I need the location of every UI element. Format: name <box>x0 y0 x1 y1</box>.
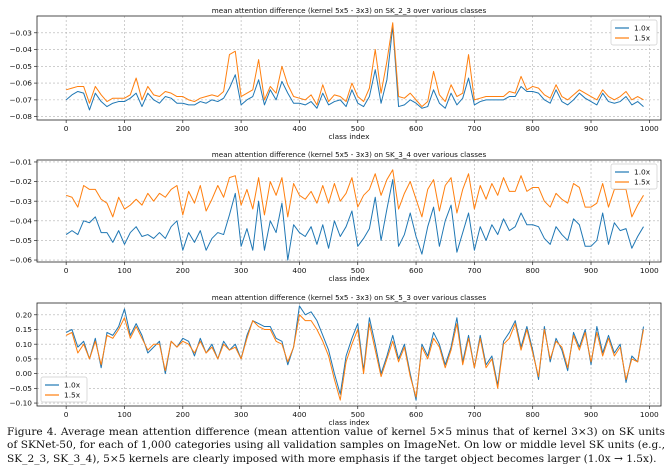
series-line-1.0x <box>65 305 644 401</box>
y-tick-label: −0.05 <box>9 384 32 393</box>
x-tick-label: 300 <box>234 410 248 419</box>
x-tick-label: 900 <box>584 266 598 275</box>
x-tick-label: 400 <box>292 266 306 275</box>
legend-entry-1.0x: 1.0x <box>634 24 651 33</box>
x-tick-label: 700 <box>467 410 481 419</box>
series-line-1.0x <box>65 25 644 111</box>
x-tick-label: 200 <box>176 266 190 275</box>
y-tick-label: 0.10 <box>16 340 33 349</box>
x-tick-label: 0 <box>64 266 69 275</box>
x-tick-label: 400 <box>292 124 306 133</box>
series-line-1.5x <box>66 169 644 218</box>
x-tick-label: 600 <box>409 410 423 419</box>
y-tick-label: −0.05 <box>9 62 32 71</box>
y-tick-label: −0.03 <box>9 28 32 37</box>
y-tick-label: 0.20 <box>16 310 33 319</box>
y-tick-label: 0.05 <box>16 355 33 364</box>
x-tick-label: 300 <box>234 266 248 275</box>
y-tick-label: −0.04 <box>9 216 32 225</box>
y-tick-label: −0.05 <box>9 236 32 245</box>
y-tick-label: −0.01 <box>9 158 32 167</box>
x-tick-label: 800 <box>526 410 540 419</box>
legend-entry-1.5x: 1.5x <box>634 34 651 43</box>
y-tick-label: 0.00 <box>16 369 33 378</box>
x-tick-label: 1000 <box>640 266 659 275</box>
legend-entry-1.5x: 1.5x <box>634 178 651 187</box>
panel-title: mean attention difference (kernel 5x5 - … <box>212 293 487 302</box>
x-tick-label: 800 <box>526 124 540 133</box>
y-tick-label: −0.02 <box>9 177 32 186</box>
x-tick-label: 400 <box>292 410 306 419</box>
x-axis-label: class index <box>329 418 371 425</box>
x-tick-label: 500 <box>351 410 365 419</box>
x-axis-label: class index <box>329 132 371 141</box>
x-tick-label: 600 <box>409 266 423 275</box>
legend: 1.0x1.5x <box>40 376 88 403</box>
x-tick-label: 100 <box>117 266 131 275</box>
legend: 1.0x1.5x <box>610 19 658 46</box>
x-tick-label: 900 <box>584 124 598 133</box>
legend-entry-1.0x: 1.0x <box>634 168 651 177</box>
plot-frame <box>36 159 662 263</box>
y-tick-label: −0.06 <box>9 256 32 265</box>
panel-3: mean attention difference (kernel 5x5 - … <box>9 293 662 425</box>
y-tick-label: −0.10 <box>9 399 32 408</box>
y-tick-label: −0.08 <box>9 112 32 121</box>
x-tick-label: 100 <box>117 124 131 133</box>
figure-caption: Figure 4. Average mean attention differe… <box>7 426 665 465</box>
x-tick-label: 700 <box>467 124 481 133</box>
x-tick-label: 1000 <box>640 410 659 419</box>
x-tick-label: 500 <box>351 124 365 133</box>
y-tick-label: 0.15 <box>16 325 33 334</box>
x-tick-label: 0 <box>64 124 69 133</box>
x-tick-label: 0 <box>64 410 69 419</box>
panel-1: mean attention difference (kernel 5x5 - … <box>9 6 662 141</box>
y-tick-label: −0.06 <box>9 79 32 88</box>
x-tick-label: 600 <box>409 124 423 133</box>
x-tick-label: 300 <box>234 124 248 133</box>
legend-box <box>610 163 658 190</box>
y-tick-label: −0.04 <box>9 45 32 54</box>
legend-box <box>40 376 88 403</box>
x-tick-label: 200 <box>176 410 190 419</box>
legend: 1.0x1.5x <box>610 163 658 190</box>
series-line-1.5x <box>65 314 644 401</box>
x-tick-label: 900 <box>584 410 598 419</box>
figure-panels: mean attention difference (kernel 5x5 - … <box>9 6 662 425</box>
plot-frame <box>36 302 662 407</box>
legend-entry-1.0x: 1.0x <box>64 381 81 390</box>
y-tick-label: −0.07 <box>9 95 32 104</box>
panel-2: mean attention difference (kernel 5x5 - … <box>9 150 662 283</box>
x-tick-label: 1000 <box>640 124 659 133</box>
legend-entry-1.5x: 1.5x <box>64 391 81 400</box>
x-tick-label: 100 <box>117 410 131 419</box>
x-axis-label: class index <box>329 274 371 283</box>
x-tick-label: 800 <box>526 266 540 275</box>
y-tick-label: −0.03 <box>9 197 32 206</box>
x-tick-label: 200 <box>176 124 190 133</box>
legend-box <box>610 19 658 46</box>
x-tick-label: 500 <box>351 266 365 275</box>
series-line-1.5x <box>66 22 644 108</box>
plot-frame <box>36 15 662 121</box>
x-tick-label: 700 <box>467 266 481 275</box>
panel-title: mean attention difference (kernel 5x5 - … <box>212 6 487 15</box>
panel-title: mean attention difference (kernel 5x5 - … <box>212 150 487 159</box>
series-line-1.0x <box>65 179 644 261</box>
